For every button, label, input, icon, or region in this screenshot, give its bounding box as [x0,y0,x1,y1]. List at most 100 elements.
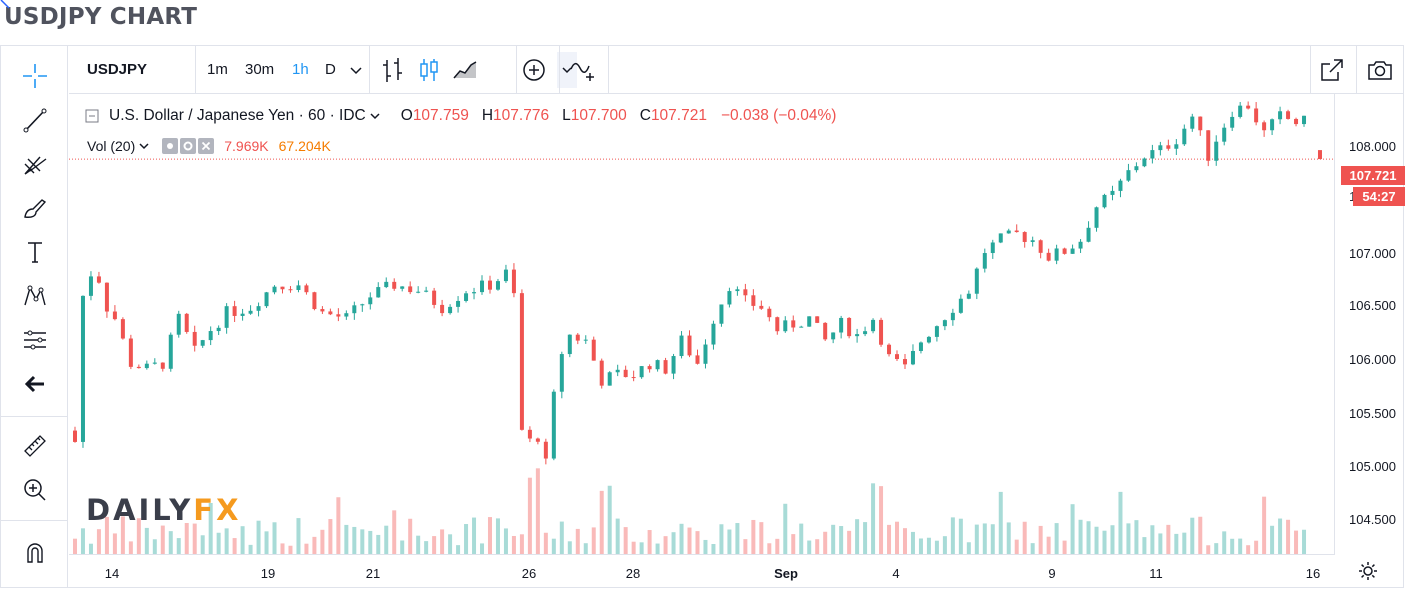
interval-1h[interactable]: 1h [292,61,309,78]
volume-bar [1078,519,1083,554]
volume-bar [456,545,461,554]
collapse-icon[interactable] [85,109,99,123]
volume-bar [1230,538,1235,554]
candle [408,281,413,295]
candle [527,426,532,443]
candle [1254,102,1259,126]
candle [456,296,461,313]
magnet-tool[interactable] [15,534,55,570]
interval-d[interactable]: D [325,61,336,78]
volume-bar [559,521,564,554]
logo-text-fx: FX [193,493,242,527]
page-title: USDJPY CHART [4,4,198,30]
candle [312,291,317,311]
prediction-tool[interactable] [15,322,55,358]
price-tick: 105.500 [1349,406,1396,421]
chart-style-dropdown[interactable] [557,52,577,88]
volume-bar [336,497,341,554]
volume-bar [783,503,788,554]
bars-style-button[interactable] [378,55,408,85]
candle [1038,239,1043,259]
area-style-button[interactable] [450,55,480,85]
volume-bar [823,531,828,554]
gear-icon[interactable] [180,138,197,154]
candle [727,287,732,308]
corner-arrow-icon [0,0,10,9]
volume-bar [232,538,237,554]
candle [567,334,572,358]
chevron-down-icon[interactable] [138,140,150,152]
volume-bar [575,528,580,554]
candle [655,359,660,372]
candle [96,271,101,284]
close-icon[interactable] [198,138,215,154]
candle [623,365,628,378]
candle [575,333,580,345]
candle [1102,193,1107,209]
pattern-tool[interactable] [15,278,55,314]
volume-bar [1294,530,1299,554]
candle [799,325,804,328]
candles-style-button[interactable] [414,55,444,85]
volume-bar [1206,545,1211,554]
toolbar-divider [1356,46,1357,93]
volume-bar [511,535,516,554]
zoom-tool[interactable] [15,472,55,508]
volume-ma-value: 67.204K [278,138,331,154]
back-tool[interactable] [15,366,55,402]
candle [1022,231,1027,248]
candle [839,315,844,339]
candle [831,332,836,344]
top-toolbar: USDJPY 1m 30m 1h D [69,46,1403,94]
candle [424,286,429,293]
volume-bar [1062,540,1067,554]
candle [224,303,229,334]
candle [1190,113,1195,132]
candle [871,318,876,334]
volume-bar [591,527,596,554]
pitchfork-tool[interactable] [15,146,55,182]
candle [1238,101,1243,119]
interval-1m[interactable]: 1m [207,61,228,78]
candle [392,278,397,291]
volume-bar [136,518,141,554]
candle [272,285,277,295]
chart-plot[interactable] [69,94,1334,554]
toolbar-divider [1310,46,1311,93]
chevron-down-icon[interactable] [369,110,381,122]
candle [1126,163,1131,182]
price-axis[interactable]: 108.000 10 107.000 106.500 106.000 105.5… [1334,94,1405,554]
candle [328,308,333,316]
snapshot-button[interactable] [1365,55,1395,85]
time-tick: 9 [1048,566,1056,581]
candle [1006,228,1011,234]
measure-tool[interactable] [15,428,55,464]
volume-bar [631,541,636,554]
compare-button[interactable] [519,55,549,85]
volume-bar [1262,496,1267,554]
arrow-left-icon [24,375,44,393]
candle [847,317,852,339]
text-tool[interactable] [15,234,55,270]
open-external-button[interactable] [1317,55,1347,85]
crosshair-tool[interactable] [15,58,55,94]
eye-icon[interactable] [162,138,179,154]
candle [503,264,508,283]
trend-line-tool[interactable] [15,102,55,138]
brush-tool[interactable] [15,190,55,226]
settings-gear-icon[interactable] [1356,559,1380,583]
candle [360,303,365,312]
last-price-tag: 107.721 [1341,166,1405,185]
candle [1134,162,1139,173]
candle [144,360,149,370]
symbol-search[interactable]: USDJPY [87,61,148,78]
time-axis[interactable]: 14 19 21 26 28 Sep 4 9 11 16 [69,554,1335,587]
volume-bar [1190,517,1195,554]
chevron-down-icon[interactable] [348,60,364,80]
interval-30m[interactable]: 30m [245,61,275,78]
volume-bar [958,518,963,554]
indicators-button[interactable] [567,55,597,85]
candle [1198,116,1203,136]
candle [464,290,469,303]
time-tick: 11 [1149,566,1163,581]
